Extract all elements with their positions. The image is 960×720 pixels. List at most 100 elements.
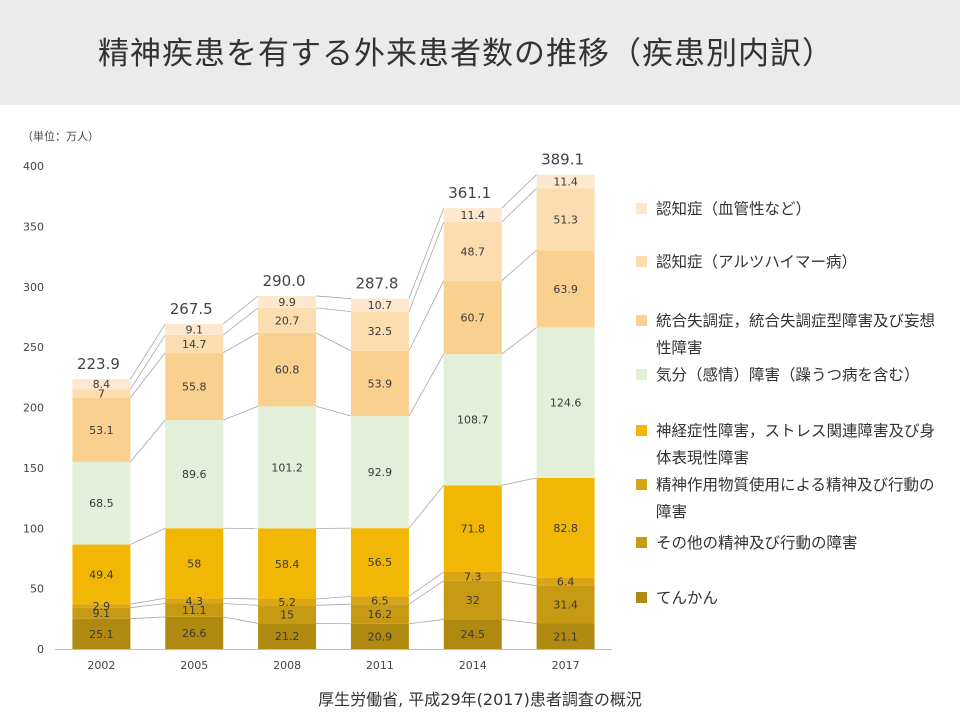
bar-segment [443, 354, 502, 486]
data-label: 63.9 [553, 283, 578, 296]
connector-line [223, 603, 259, 606]
data-label: 124.6 [550, 397, 582, 410]
bar-segment [350, 415, 409, 529]
data-label: 9.1 [93, 607, 111, 620]
data-label: 32 [466, 594, 480, 607]
connector-line [316, 295, 351, 300]
bar-segment [443, 221, 502, 281]
unit-label: （単位：万人） [22, 130, 99, 143]
y-tick-label: 50 [30, 583, 44, 596]
connector-line [501, 477, 537, 486]
title-band [0, 0, 960, 105]
data-label: 53.9 [368, 377, 393, 390]
data-label: 11.4 [461, 209, 486, 222]
y-tick-label: 150 [23, 462, 44, 475]
y-tick-label: 100 [23, 522, 44, 535]
bar-segment [165, 334, 224, 353]
bar-segment [536, 188, 595, 251]
bar-segment [258, 605, 317, 624]
connector-line [408, 571, 444, 597]
legend-swatch [636, 203, 647, 214]
bar-segment [72, 461, 131, 545]
bar-segment [165, 528, 224, 599]
y-tick-label: 300 [23, 281, 44, 294]
connector-line [501, 619, 537, 624]
bar-segment [350, 604, 409, 624]
legend-swatch [636, 315, 647, 326]
bar-segment [536, 250, 595, 328]
total-label: 287.8 [355, 275, 398, 293]
x-tick-label: 2005 [180, 659, 208, 672]
bar-segment [350, 311, 409, 351]
connector-line [501, 188, 537, 223]
data-label: 48.7 [461, 245, 486, 258]
data-label: 2.9 [93, 600, 111, 613]
legend-label: その他の精神及び行動の障害 [656, 534, 858, 552]
bar-segment [72, 607, 131, 619]
connector-line [408, 207, 445, 299]
data-label: 4.3 [186, 595, 204, 608]
data-label: 9.1 [186, 323, 204, 336]
connector-line [408, 580, 444, 605]
connector-line [130, 352, 166, 398]
bar-segment [165, 603, 224, 617]
source-note: 厚生労働省, 平成29年(2017)患者調査の概況 [318, 690, 642, 709]
data-label: 58 [187, 557, 201, 570]
data-label: 14.7 [182, 338, 207, 351]
x-tick-label: 2011 [366, 659, 394, 672]
bar-segment [258, 599, 317, 606]
y-tick-label: 250 [23, 341, 44, 354]
bar-segment [350, 350, 409, 416]
bar-segment [258, 623, 317, 649]
connector-line [315, 332, 352, 352]
data-label: 71.8 [461, 523, 486, 536]
total-label: 290.0 [263, 272, 306, 290]
data-label: 20.9 [368, 630, 393, 643]
data-label: 21.1 [553, 630, 578, 643]
connector-line [130, 603, 166, 609]
bar-segment [536, 623, 595, 649]
connector-line [223, 616, 259, 624]
bar-segment [350, 298, 409, 312]
bar-segment [443, 208, 502, 222]
connector-line [408, 485, 445, 529]
data-label: 49.4 [89, 568, 114, 581]
data-label: 108.7 [457, 414, 489, 427]
legend-swatch [636, 425, 647, 436]
bar-segment [72, 618, 131, 649]
bar-segment [443, 280, 502, 355]
data-label: 21.2 [275, 630, 300, 643]
data-label: 16.2 [368, 608, 393, 621]
y-tick-label: 400 [23, 160, 44, 173]
bar-segment [165, 420, 224, 529]
connector-line [130, 527, 166, 545]
data-label: 92.9 [368, 466, 393, 479]
y-tick-label: 0 [37, 643, 44, 656]
total-label: 389.1 [541, 151, 584, 169]
connector-line [130, 323, 166, 380]
legend-swatch [636, 537, 647, 548]
bar-segment [72, 397, 131, 462]
bar-segment [443, 485, 502, 572]
bar-segment [258, 406, 317, 529]
bar-segment [258, 295, 317, 308]
data-label: 32.5 [368, 325, 393, 338]
data-label: 9.9 [278, 296, 296, 309]
bar-segment [443, 619, 502, 649]
y-tick-label: 200 [23, 402, 44, 415]
data-label: 10.7 [368, 299, 393, 312]
data-label: 11.4 [553, 175, 578, 188]
data-label: 6.5 [371, 594, 389, 607]
connector-line [501, 580, 537, 587]
connector-line [130, 616, 166, 620]
bar-segment [350, 528, 409, 597]
legend-label: 気分（感情）障害（躁うつ病を含む） [656, 366, 920, 384]
data-label: 26.6 [182, 627, 207, 640]
data-label: 55.8 [182, 380, 207, 393]
data-label: 7 [98, 387, 105, 400]
connector-line [316, 595, 351, 600]
data-label: 15 [280, 608, 294, 621]
legend-swatch [636, 592, 647, 603]
data-label: 11.1 [182, 604, 207, 617]
bar-segment [72, 544, 131, 605]
